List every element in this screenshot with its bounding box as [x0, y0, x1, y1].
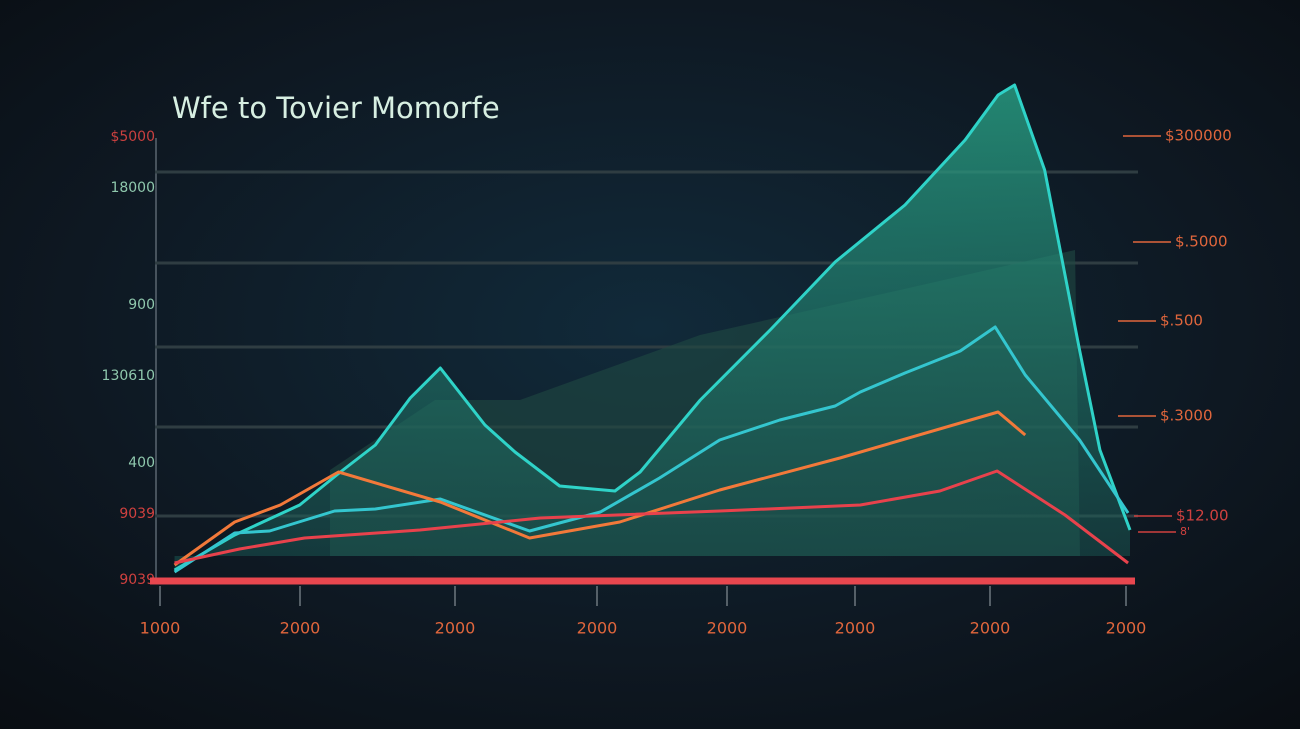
- area: [174, 85, 1131, 570]
- left-label: 130610: [102, 368, 155, 384]
- right-label: 8': [1180, 525, 1190, 538]
- left-label: 9039: [119, 506, 155, 522]
- left-label: 18000: [110, 180, 155, 196]
- x-label: 2000: [835, 619, 876, 638]
- right-label: $.5000: [1175, 233, 1228, 251]
- left-label: 900: [128, 297, 155, 313]
- x-label: 2000: [1106, 619, 1147, 638]
- right-label: $300000: [1165, 127, 1232, 145]
- x-label: 2000: [970, 619, 1011, 638]
- area-outline: [173, 83, 1132, 572]
- line: [173, 325, 1130, 574]
- line: [173, 410, 1027, 567]
- right-label: $.3000: [1160, 407, 1213, 425]
- x-label: 2000: [435, 619, 476, 638]
- right-label: $.500: [1160, 312, 1203, 330]
- right-label: $12.00: [1176, 507, 1229, 525]
- x-label: 2000: [577, 619, 618, 638]
- line: [174, 469, 1129, 565]
- x-label: 2000: [280, 619, 321, 638]
- chart-title: Wfe to Tovier Momorfe: [172, 91, 500, 125]
- x-label: 1000: [140, 619, 181, 638]
- left-label: 9039: [119, 572, 155, 588]
- left-label: 400: [128, 455, 155, 471]
- left-label: $5000: [110, 129, 155, 145]
- x-label: 2000: [707, 619, 748, 638]
